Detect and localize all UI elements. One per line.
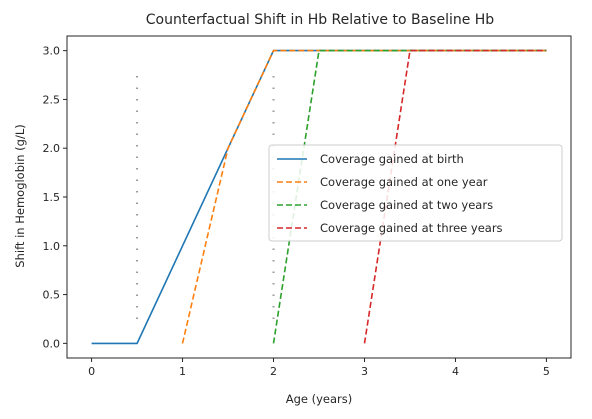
y-tick-label: 1.5: [43, 191, 61, 204]
legend-label: Coverage gained at three years: [320, 221, 503, 235]
y-tick-label: 2.0: [43, 142, 61, 155]
legend: Coverage gained at birth Coverage gained …: [268, 144, 563, 242]
y-axis-ticks: 0.0 0.5 1.0 1.5 2.0 2.5 3.0: [43, 45, 67, 350]
x-tick-label: 1: [179, 365, 186, 378]
y-tick-label: 0.0: [43, 337, 61, 350]
legend-box: [268, 144, 563, 242]
series-line: [363, 49, 547, 344]
x-tick-label: 2: [270, 365, 277, 378]
x-tick-label: 3: [361, 365, 368, 378]
legend-label: Coverage gained at two years: [320, 198, 493, 212]
y-axis-label: Shift in Hemoglobin (g/L): [13, 124, 27, 267]
x-tick-label: 4: [452, 365, 459, 378]
y-tick-label: 0.5: [43, 289, 61, 302]
chart-title: Counterfactual Shift in Hb Relative to B…: [146, 12, 495, 28]
x-tick-label: 5: [543, 365, 550, 378]
y-tick-label: 3.0: [43, 45, 61, 58]
x-axis-label: Age (years): [286, 392, 353, 406]
legend-label: Coverage gained at one year: [320, 175, 488, 189]
x-axis-ticks: 0 1 2 3 4 5: [88, 358, 550, 378]
reference-lines: [136, 70, 275, 319]
legend-label: Coverage gained at birth: [320, 152, 464, 166]
series-lines: [91, 49, 547, 345]
y-tick-label: 1.0: [43, 240, 61, 253]
y-tick-label: 2.5: [43, 93, 61, 106]
x-tick-label: 0: [88, 365, 95, 378]
